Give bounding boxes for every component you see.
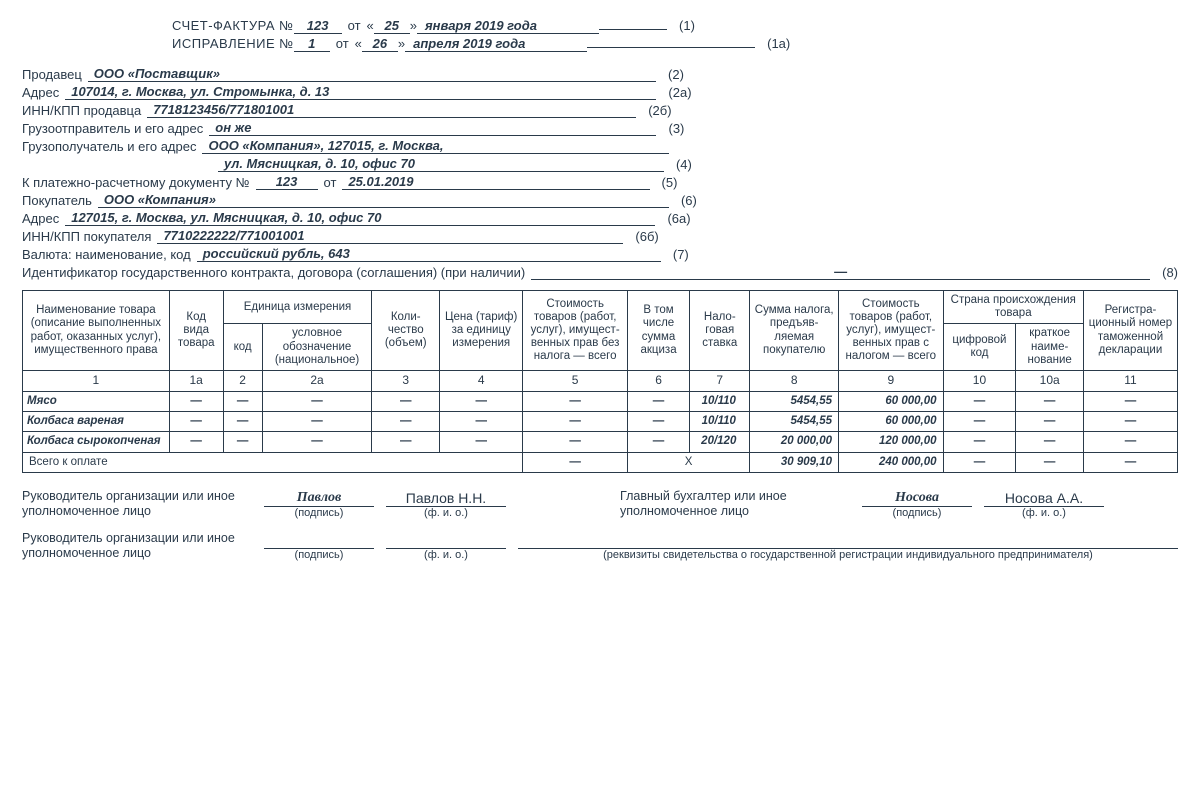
th-cost-notax: Стоимость товаров (работ, услуг), имущес…	[523, 291, 628, 371]
invoice-day: 25	[374, 18, 410, 34]
contract-id: —	[531, 264, 1150, 280]
invoice-header: СЧЕТ-ФАКТУРА № 123 от « 25 » января 2019…	[172, 18, 1178, 52]
consignee-line1: ООО «Компания», 127015, г. Москва,	[202, 138, 669, 154]
th-unit-group: Единица измерения	[223, 291, 372, 324]
signatures: Руководитель организации или иное уполно…	[22, 489, 1178, 521]
th-cost-tax: Стоимость товаров (работ, услуг), имущес…	[839, 291, 944, 371]
correction-month-year: апреля 2019 года	[405, 36, 587, 52]
th-code-kind: Код вида товара	[169, 291, 223, 371]
th-origin-name: краткое наиме- нование	[1016, 324, 1084, 371]
correction-label: ИСПРАВЛЕНИЕ №	[172, 36, 294, 51]
th-tax-sum: Сумма налога, предъяв- ляемая покупателю	[750, 291, 839, 371]
seller-inn: 7718123456/771801001	[147, 102, 300, 118]
total-row: Всего к оплате—Х30 909,10240 000,00———	[23, 452, 1178, 472]
tag-1: (1)	[667, 18, 695, 33]
head-name: Павлов Н.Н.	[386, 490, 506, 507]
th-tax-rate: Нало- говая ставка	[690, 291, 750, 371]
th-price: Цена (тариф) за единицу измерения	[440, 291, 523, 371]
invoice-table: Наименование товара (описание выполненны…	[22, 290, 1178, 473]
ip-details-line	[518, 534, 1178, 549]
accountant-label: Главный бухгалтер или иное уполномоченно…	[620, 489, 850, 519]
buyer-name: ООО «Компания»	[98, 192, 222, 208]
th-qty: Коли- чество (объем)	[372, 291, 440, 371]
th-origin-group: Страна происхождения товара	[943, 291, 1083, 324]
paydoc-date: 25.01.2019	[342, 174, 419, 190]
head-label: Руководитель организации или иное уполно…	[22, 489, 252, 519]
tag-1a: (1а)	[755, 36, 790, 51]
head2-label: Руководитель организации или иное уполно…	[22, 531, 252, 561]
head-signature: Павлов	[264, 490, 374, 507]
correction-day: 26	[362, 36, 398, 52]
seller-name: ООО «Поставщик»	[88, 66, 226, 82]
paydoc-no: 123	[256, 174, 318, 190]
th-name: Наименование товара (описание выполненны…	[23, 291, 170, 371]
buyer-address: 127015, г. Москва, ул. Мясницкая, д. 10,…	[65, 210, 387, 226]
consignee-line2: ул. Мясницкая, д. 10, офис 70	[218, 156, 421, 172]
th-decl: Регистра- ционный номер таможенной декла…	[1083, 291, 1177, 371]
accountant-signature: Носова	[862, 490, 972, 507]
invoice-label: СЧЕТ-ФАКТУРА №	[172, 18, 294, 33]
table-row: Колбаса вареная———————10/1105454,5560 00…	[23, 412, 1178, 432]
column-number-row: 11а22а34567891010а11	[23, 371, 1178, 392]
invoice-fields: ПродавецООО «Поставщик»(2) Адрес107014, …	[22, 66, 1178, 280]
ip-caption: (реквизиты свидетельства о государственн…	[518, 549, 1178, 561]
invoice-number: 123	[294, 18, 342, 34]
correction-number: 1	[294, 36, 330, 52]
accountant-name: Носова А.А.	[984, 490, 1104, 507]
currency: российский рубль, 643	[197, 246, 356, 262]
th-excise: В том числе сумма акциза	[627, 291, 689, 371]
th-origin-code: цифровой код	[943, 324, 1016, 371]
table-row: Колбаса сырокопченая———————20/12020 000,…	[23, 432, 1178, 452]
invoice-month-year: января 2019 года	[417, 18, 599, 34]
shipper: он же	[209, 120, 257, 136]
table-row: Мясо———————10/1105454,5560 000,00———	[23, 391, 1178, 411]
th-unit-code: код	[223, 324, 262, 371]
seller-address: 107014, г. Москва, ул. Стромынка, д. 13	[65, 84, 335, 100]
th-unit-name: условное обозначение (национальное)	[262, 324, 372, 371]
buyer-inn: 7710222222/771001001	[157, 228, 310, 244]
